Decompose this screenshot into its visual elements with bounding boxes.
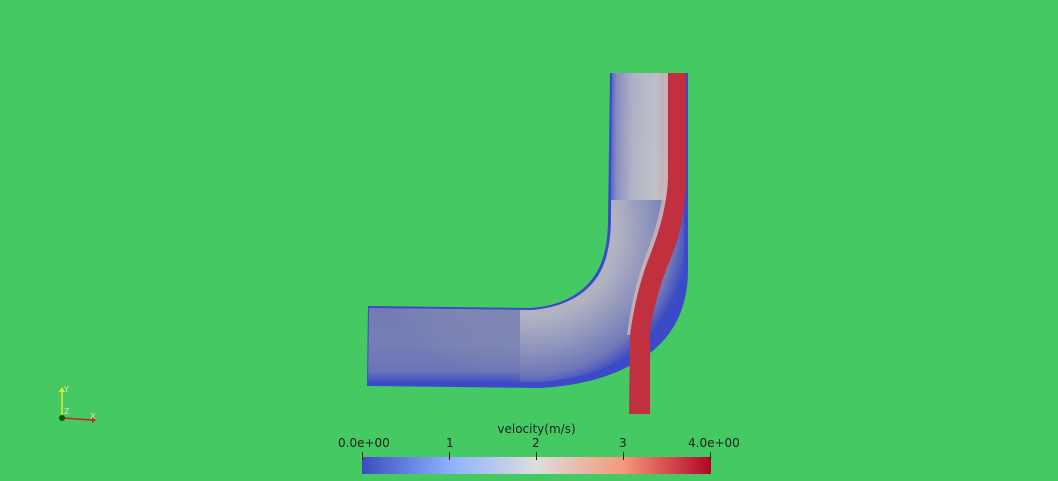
- scalar-bar-label-1: 1: [446, 436, 454, 450]
- scalar-bar-tick: [449, 452, 450, 460]
- axis-x-label: X: [90, 412, 96, 421]
- high-velocity-jet: [629, 73, 686, 414]
- scalar-bar-tick: [623, 452, 624, 460]
- orientation-axes: Y Z X: [50, 385, 100, 425]
- scalar-bar-title: velocity(m/s): [497, 422, 576, 436]
- scalar-bar-tick: [536, 452, 537, 460]
- scalar-bar-label-2: 2: [532, 436, 540, 450]
- scalar-bar-label-3: 3: [619, 436, 627, 450]
- scalar-bar-min-label: 0.0e+00: [338, 436, 390, 450]
- scalar-bar-gradient: [362, 457, 711, 474]
- axis-z-label: Z: [64, 407, 70, 416]
- scalar-bar-max-label: 4.0e+00: [688, 436, 740, 450]
- inlet-section: [368, 308, 520, 382]
- scalar-bar-tick: [710, 452, 711, 460]
- scalar-bar-tick: [362, 452, 363, 460]
- velocity-scalar-bar[interactable]: velocity(m/s) 0.0e+00 1 2 3 4.0e+00: [338, 422, 740, 477]
- axis-y-label: Y: [64, 385, 69, 394]
- pipe-body: [368, 73, 684, 382]
- axes-triad-icon: [59, 387, 96, 423]
